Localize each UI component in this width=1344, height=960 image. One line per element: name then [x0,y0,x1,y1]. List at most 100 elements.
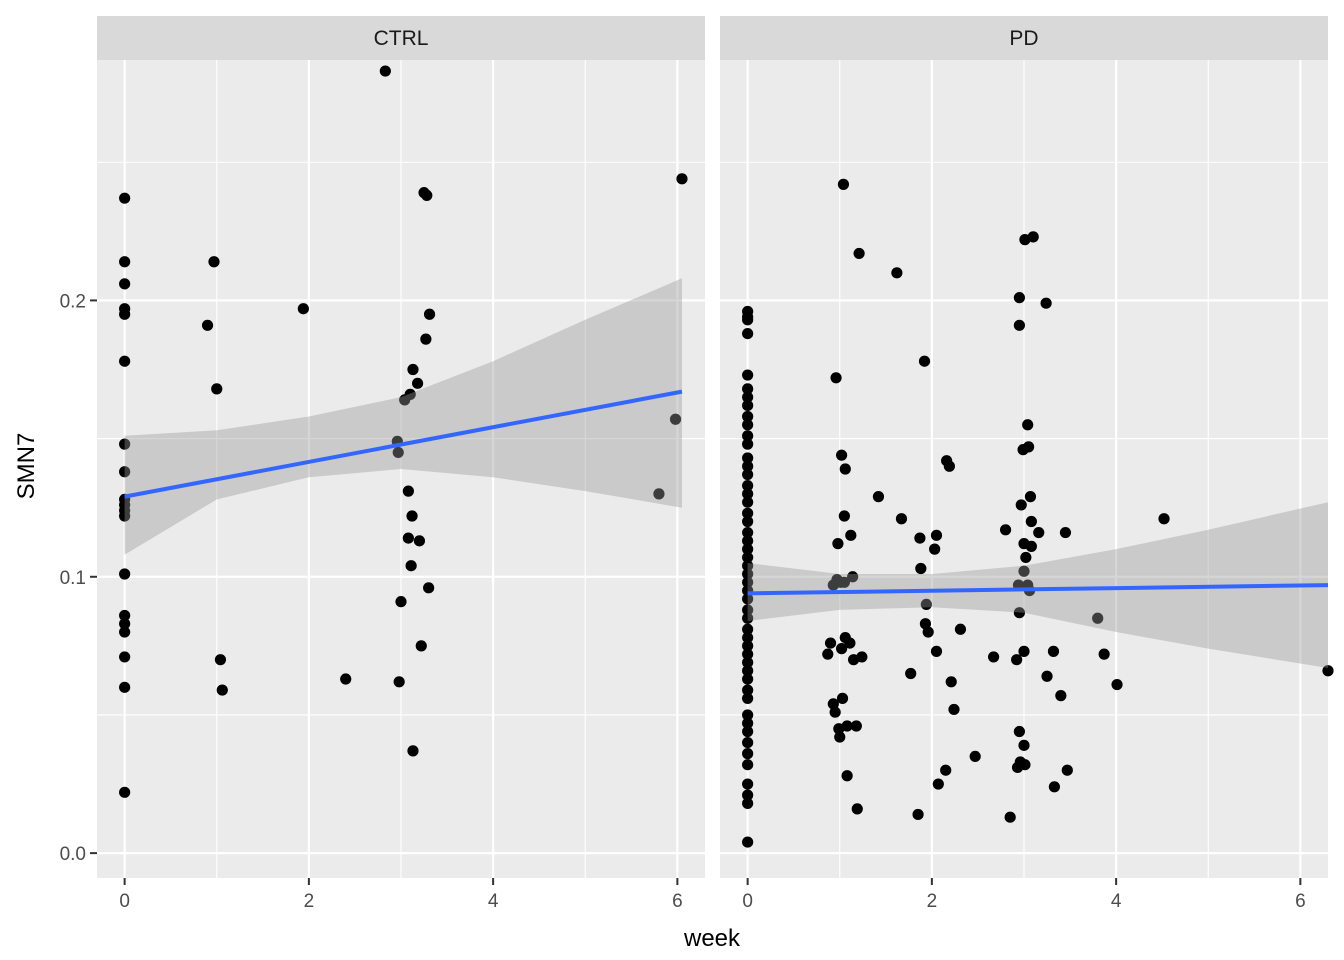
data-point [402,485,414,497]
y-tick-label: 0.1 [60,568,86,589]
fit-line [747,583,1329,596]
data-point [742,560,754,572]
data-point [742,430,754,442]
data-point [838,576,850,588]
data-point [214,654,227,666]
data-point [742,623,754,635]
data-point [742,460,754,472]
data-point [1019,759,1031,771]
data-point [742,604,754,616]
panel-pd: PD 0 2 4 6 [720,16,1334,912]
data-point [742,526,754,539]
data-point [1033,526,1045,539]
data-point [407,363,419,376]
data-point [742,778,754,790]
x-tick-label: 6 [672,891,683,912]
x-tick-label: 0 [742,891,753,912]
data-point [1322,665,1334,677]
data-point [1004,811,1016,823]
data-point [1020,551,1032,564]
data-point [841,720,853,732]
data-point [119,568,131,580]
data-point [850,720,862,732]
y-axis-title: SMN7 [13,433,40,500]
data-point [676,173,688,185]
data-point [119,609,131,622]
data-point [297,303,309,315]
data-point [1011,654,1023,666]
data-point [395,596,407,608]
x-tick-label: 4 [488,891,499,912]
data-point [872,491,885,503]
y-tick-label: 0.2 [60,291,86,312]
data-point [1022,419,1034,431]
data-point [830,372,842,384]
data-point [119,510,131,522]
data-point [421,189,433,202]
data-point [822,648,834,660]
data-point [1013,292,1025,304]
data-point [119,681,131,693]
data-point [411,377,424,389]
data-point [742,692,754,704]
data-point [119,308,131,320]
data-point [1040,297,1052,309]
data-point [742,391,754,403]
data-point [208,256,220,268]
data-point [742,488,754,500]
data-point [742,725,754,738]
data-point [742,717,754,729]
data-point [653,488,665,500]
data-point [832,538,844,550]
data-point [742,593,754,605]
data-point [742,479,754,492]
facet-strip [97,16,705,60]
data-point [838,510,850,522]
data-point [914,532,926,544]
data-point [1018,739,1030,751]
data-point [918,355,931,367]
data-point [1041,670,1053,682]
data-point [945,676,957,688]
data-point [1098,648,1110,660]
data-point [742,515,754,528]
data-point [1024,491,1037,503]
data-point [1048,781,1060,793]
data-point [119,256,131,268]
x-axis-title: week [683,925,741,952]
data-point [119,355,131,367]
data-point [742,673,754,685]
data-point [954,623,967,635]
data-point [932,778,944,790]
data-point [742,836,754,848]
data-point [742,369,754,381]
data-point [845,529,857,541]
data-point [891,267,903,279]
data-point [834,731,846,743]
data-point [920,598,932,611]
data-point [929,543,941,555]
data-point [742,410,754,423]
data-point [742,468,754,481]
data-point [853,247,865,260]
data-point [851,803,863,815]
data-point [1047,645,1060,657]
data-point [407,745,419,757]
data-point [824,637,837,649]
data-point [393,676,405,688]
data-point [839,463,851,475]
data-point [948,703,960,716]
data-point [1015,499,1027,511]
x-tick-label: 2 [927,891,938,912]
data-point [420,333,432,345]
data-point [742,736,754,749]
data-point [119,786,131,798]
fit-line [124,389,683,499]
data-point [742,576,754,588]
x-tick-label: 6 [1295,891,1306,912]
data-point [742,568,754,580]
data-point [1027,231,1039,243]
data-point [119,466,131,478]
data-point [742,551,754,564]
